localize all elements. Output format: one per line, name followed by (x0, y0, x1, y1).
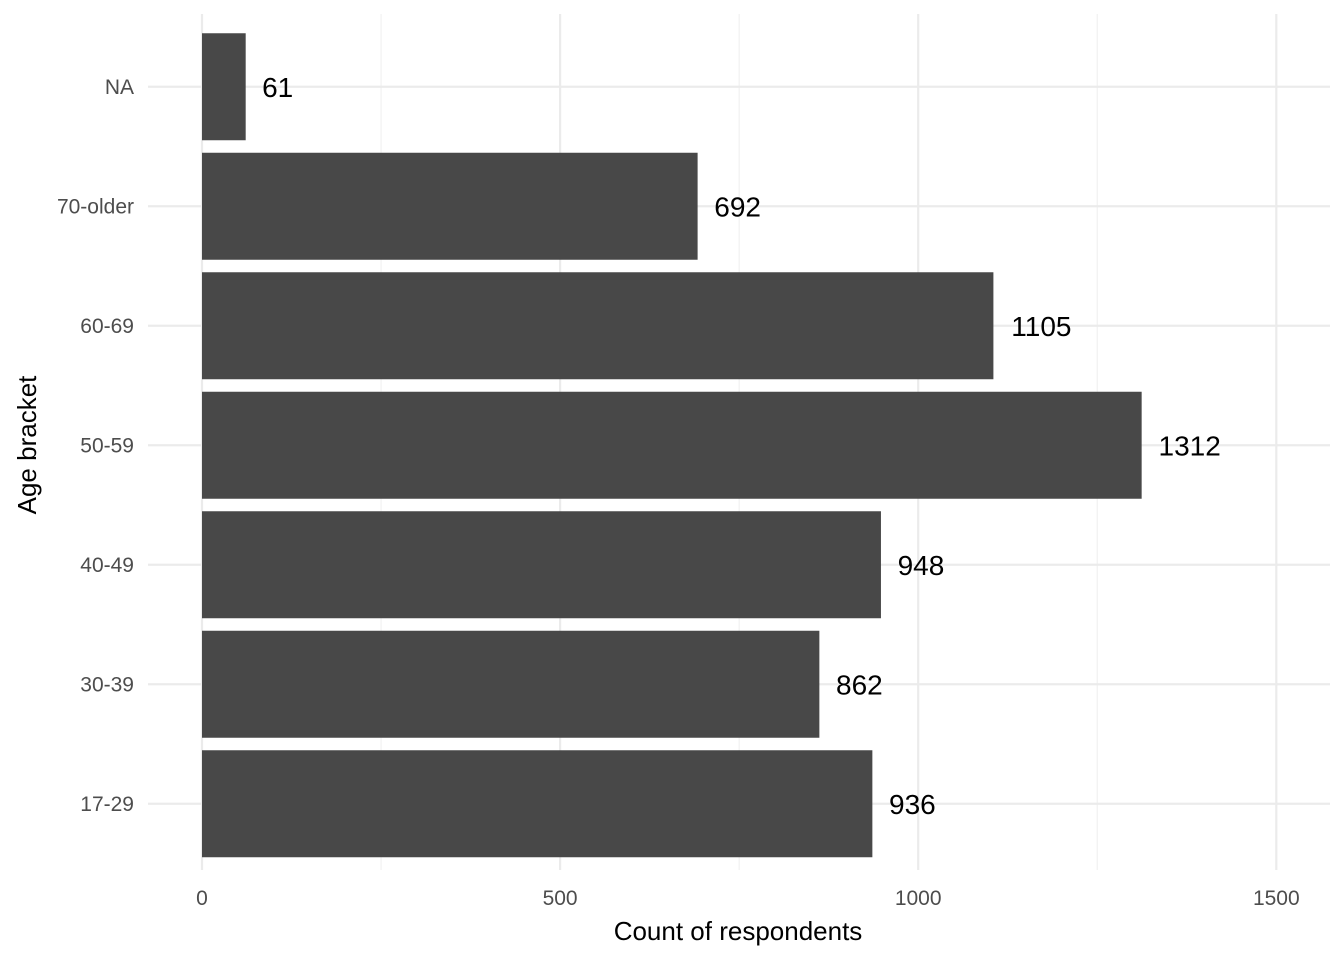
bar-70-older (202, 152, 698, 260)
y-axis-title: Age bracket (12, 375, 42, 515)
bar-60-69 (202, 272, 994, 380)
x-tick-label: 500 (543, 887, 578, 910)
y-tick-label: 40-49 (80, 554, 134, 577)
bar-50-59 (202, 391, 1142, 499)
x-tick-label: 1000 (895, 887, 942, 910)
data-label: 936 (889, 789, 936, 820)
bar-17-29 (202, 750, 873, 858)
y-tick-label: NA (105, 76, 134, 99)
y-tick-label: 70-older (57, 195, 134, 218)
bar-na (202, 33, 246, 141)
data-label: 61 (262, 72, 293, 103)
data-label: 692 (714, 191, 761, 222)
data-labels: 936 862 948 1312 1105 692 61 (262, 72, 1221, 820)
bar-30-39 (202, 630, 820, 738)
bars (202, 33, 1142, 858)
data-label: 948 (898, 550, 945, 581)
data-label: 862 (836, 669, 883, 700)
y-axis-tick-labels: 17-29 30-39 40-49 50-59 60-69 70-older NA (57, 76, 134, 816)
x-tick-label: 1500 (1253, 887, 1300, 910)
y-tick-label: 60-69 (80, 315, 134, 338)
x-tick-label: 0 (196, 887, 208, 910)
x-axis-tick-labels: 0 500 1000 1500 (196, 887, 1300, 910)
data-label: 1312 (1159, 430, 1221, 461)
x-axis-title: Count of respondents (614, 916, 863, 946)
y-tick-label: 30-39 (80, 673, 134, 696)
y-tick-label: 50-59 (80, 434, 134, 457)
data-label: 1105 (1011, 311, 1071, 342)
bar-40-49 (202, 511, 881, 619)
y-tick-label: 17-29 (80, 793, 134, 816)
